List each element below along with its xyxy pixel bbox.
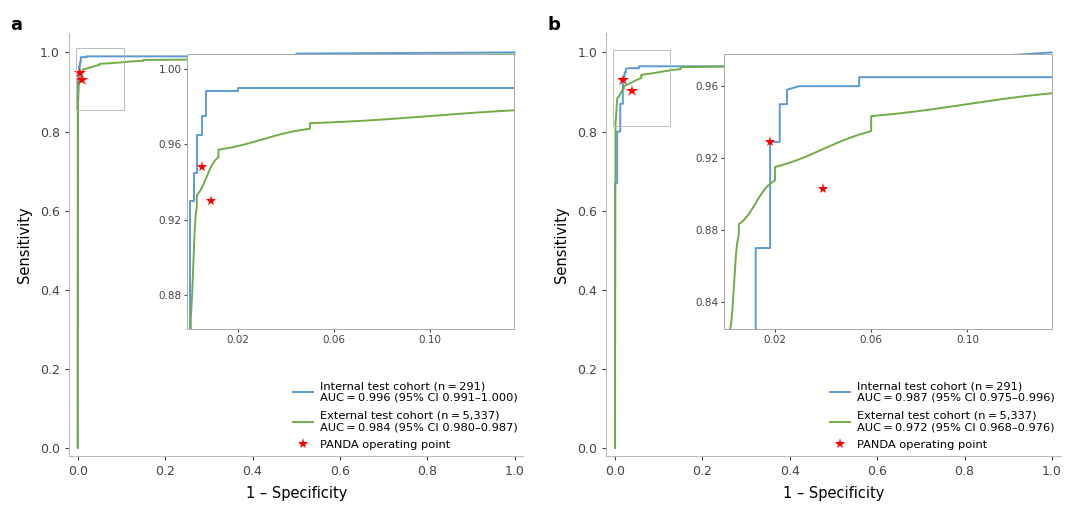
Bar: [612, 50, 670, 125]
Y-axis label: Sensitivity: Sensitivity: [554, 206, 569, 283]
X-axis label: 1 – Specificity: 1 – Specificity: [783, 486, 885, 501]
Y-axis label: Sensitivity: Sensitivity: [16, 206, 31, 283]
Legend: Internal test cohort (n = 291)
AUC = 0.996 (95% CI 0.991–1.000), External test c: Internal test cohort (n = 291) AUC = 0.9…: [293, 381, 517, 450]
X-axis label: 1 – Specificity: 1 – Specificity: [245, 486, 347, 501]
Legend: Internal test cohort (n = 291)
AUC = 0.987 (95% CI 0.975–0.996), External test c: Internal test cohort (n = 291) AUC = 0.9…: [829, 381, 1055, 450]
Bar: [76, 49, 123, 110]
Text: a: a: [10, 16, 22, 34]
Text: b: b: [548, 16, 561, 34]
